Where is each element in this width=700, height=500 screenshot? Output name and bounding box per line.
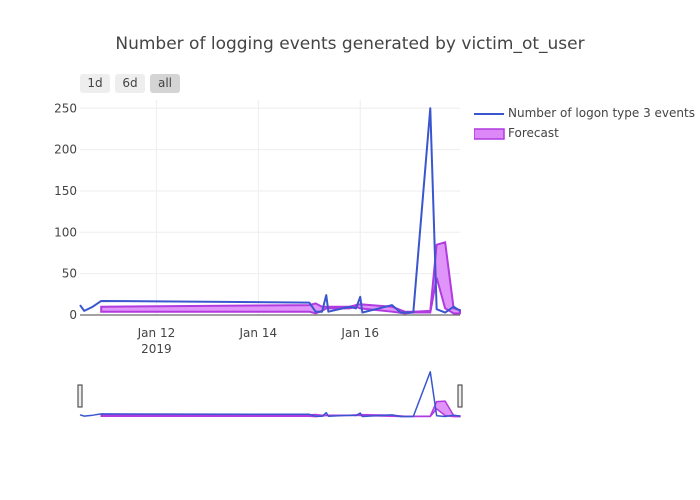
x-year-label: 2019	[141, 342, 172, 356]
legend-line-swatch	[474, 113, 504, 115]
chart-title: Number of logging events generated by vi…	[115, 34, 585, 54]
y-tick-label: 100	[54, 225, 77, 239]
legend-label-forecast: Forecast	[508, 126, 559, 140]
plot-area	[79, 107, 461, 315]
legend-label-logon: Number of logon type 3 events	[508, 106, 695, 120]
y-tick-label: 50	[62, 267, 77, 281]
x-tick-label: Jan 14	[239, 326, 278, 340]
legend-band-swatch	[474, 128, 505, 140]
x-tick-label: Jan 12	[137, 326, 176, 340]
y-tick-label: 250	[54, 101, 77, 115]
range-slider-bg	[80, 370, 460, 417]
range-button-1d[interactable]: 1d	[80, 74, 110, 93]
range-slider-handle-right	[457, 384, 463, 408]
y-tick-label: 200	[54, 143, 77, 157]
range-button-6d[interactable]: 6d	[115, 74, 145, 93]
y-tick-label: 0	[69, 308, 77, 322]
y-tick-label: 150	[54, 184, 77, 198]
logon-events-line-mini	[79, 371, 461, 418]
x-tick-label: Jan 16	[340, 326, 379, 340]
range-slider	[77, 370, 463, 418]
logon-events-line	[79, 107, 461, 314]
forecast-band	[100, 240, 461, 315]
range-button-all[interactable]: all	[150, 74, 180, 93]
range-slider-handle-left	[77, 384, 83, 408]
